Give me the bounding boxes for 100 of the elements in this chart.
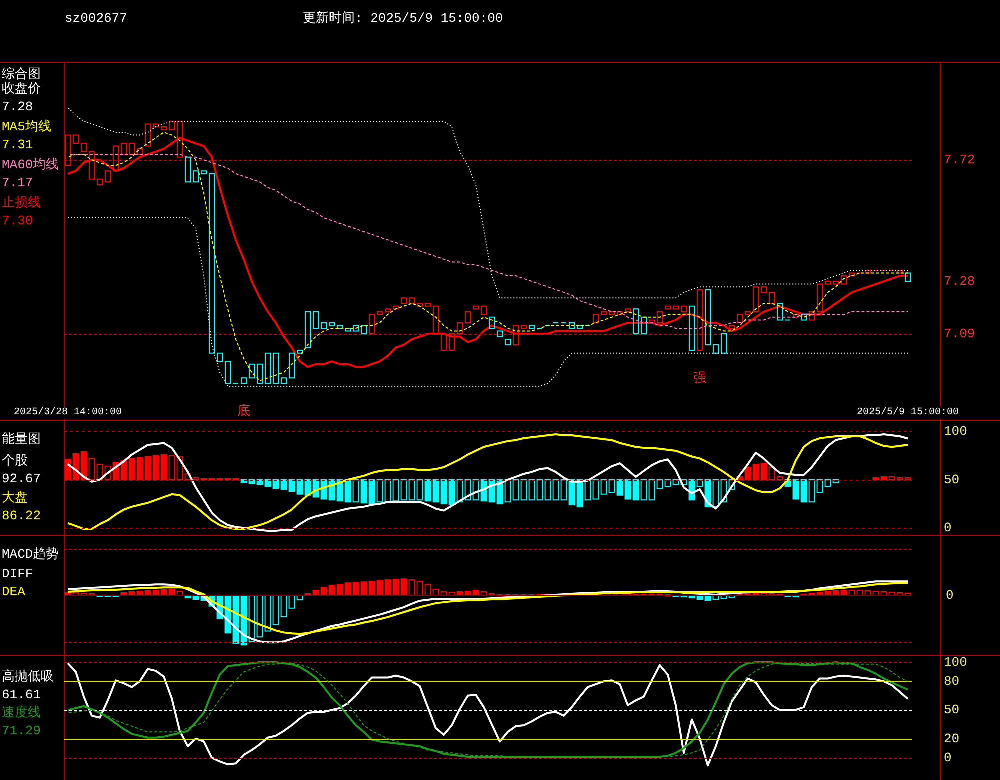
- candlestick: [657, 311, 663, 324]
- bar: [448, 592, 456, 596]
- bar: [848, 590, 856, 596]
- bar: [400, 578, 408, 596]
- candlestick: [297, 350, 303, 354]
- bar: [904, 477, 912, 480]
- candlestick: [385, 308, 391, 312]
- bar: [560, 479, 568, 501]
- candlestick: [601, 311, 607, 316]
- bar: [456, 479, 464, 503]
- candlestick: [817, 284, 823, 312]
- candlestick: [769, 292, 775, 304]
- line-series: [68, 218, 908, 387]
- candlestick: [649, 320, 655, 324]
- bar: [288, 479, 296, 492]
- y-tick-label: 0: [944, 520, 952, 536]
- candlestick: [505, 339, 511, 346]
- bar: [160, 454, 168, 480]
- candlestick: [369, 314, 375, 334]
- bar: [832, 479, 840, 484]
- candlestick: [633, 308, 639, 334]
- candlestick: [625, 308, 631, 312]
- candlestick: [273, 352, 279, 384]
- candlestick: [721, 333, 727, 354]
- candlestick: [193, 170, 199, 183]
- chart-subtitle: 更新时间: 2025/5/9 15:00:00: [303, 11, 504, 26]
- bar: [584, 479, 592, 501]
- candlestick: [457, 322, 463, 334]
- bar: [800, 479, 808, 503]
- bar: [424, 584, 432, 596]
- candlestick: [489, 316, 495, 329]
- candlestick: [353, 325, 359, 332]
- bar: [168, 455, 176, 480]
- candlestick: [777, 303, 783, 321]
- text: MA5均线: [2, 120, 52, 134]
- bar: [408, 479, 416, 501]
- text: 7.17: [2, 176, 34, 190]
- bar: [352, 479, 360, 503]
- bar: [712, 595, 720, 600]
- candlestick: [105, 170, 111, 183]
- bar: [416, 581, 424, 596]
- bar: [720, 595, 728, 599]
- candlestick: [121, 143, 127, 156]
- candlestick: [137, 148, 143, 156]
- bar: [152, 455, 160, 480]
- bar: [608, 479, 616, 493]
- candlestick: [513, 325, 519, 346]
- bar: [136, 457, 144, 480]
- candlestick: [185, 156, 191, 183]
- bar: [376, 479, 384, 503]
- bar: [760, 463, 768, 480]
- candlestick: [737, 314, 743, 324]
- line-series: [68, 107, 908, 299]
- candlestick: [209, 173, 215, 354]
- bar: [880, 476, 888, 480]
- bar: [96, 464, 104, 480]
- x-tick-label: 2025/3/28 14:00:00: [14, 406, 122, 418]
- bar: [392, 479, 400, 502]
- bar: [104, 466, 112, 480]
- candlestick: [697, 289, 703, 352]
- candlestick: [497, 330, 503, 338]
- candlestick: [89, 151, 95, 180]
- text: DEA: [2, 584, 26, 600]
- y-tick-label: 100: [944, 424, 968, 440]
- candlestick: [321, 322, 327, 329]
- candlestick: [713, 344, 719, 354]
- candlestick: [65, 134, 71, 166]
- candlestick: [289, 352, 295, 379]
- candlestick: [833, 281, 839, 285]
- bar: [552, 479, 560, 501]
- candlestick: [281, 378, 287, 384]
- bar: [408, 580, 416, 596]
- bar: [280, 595, 288, 618]
- candlestick: [129, 143, 135, 156]
- bar: [808, 479, 816, 503]
- y-tick-label: 7.09: [944, 326, 976, 342]
- bar: [544, 479, 552, 501]
- candlestick: [145, 124, 151, 147]
- bar: [720, 479, 728, 503]
- text: 71.29: [2, 724, 42, 738]
- bar: [864, 590, 872, 596]
- legend-title: 能量图: [2, 432, 41, 447]
- bar: [88, 458, 96, 480]
- bar: [648, 479, 656, 501]
- candlestick: [793, 314, 799, 318]
- candlestick: [577, 325, 583, 329]
- candlestick: [809, 311, 815, 321]
- bar: [72, 592, 80, 596]
- series-label: 高抛低吸: [2, 668, 54, 684]
- bar: [592, 479, 600, 500]
- candlestick: [225, 361, 231, 384]
- candlestick: [745, 311, 751, 316]
- series-label: MA60均线: [2, 158, 60, 172]
- candlestick: [905, 272, 911, 282]
- bar: [880, 592, 888, 596]
- bar: [624, 479, 632, 500]
- bar: [464, 479, 472, 501]
- bar: [696, 479, 704, 488]
- bar: [368, 479, 376, 505]
- candlestick: [313, 311, 319, 329]
